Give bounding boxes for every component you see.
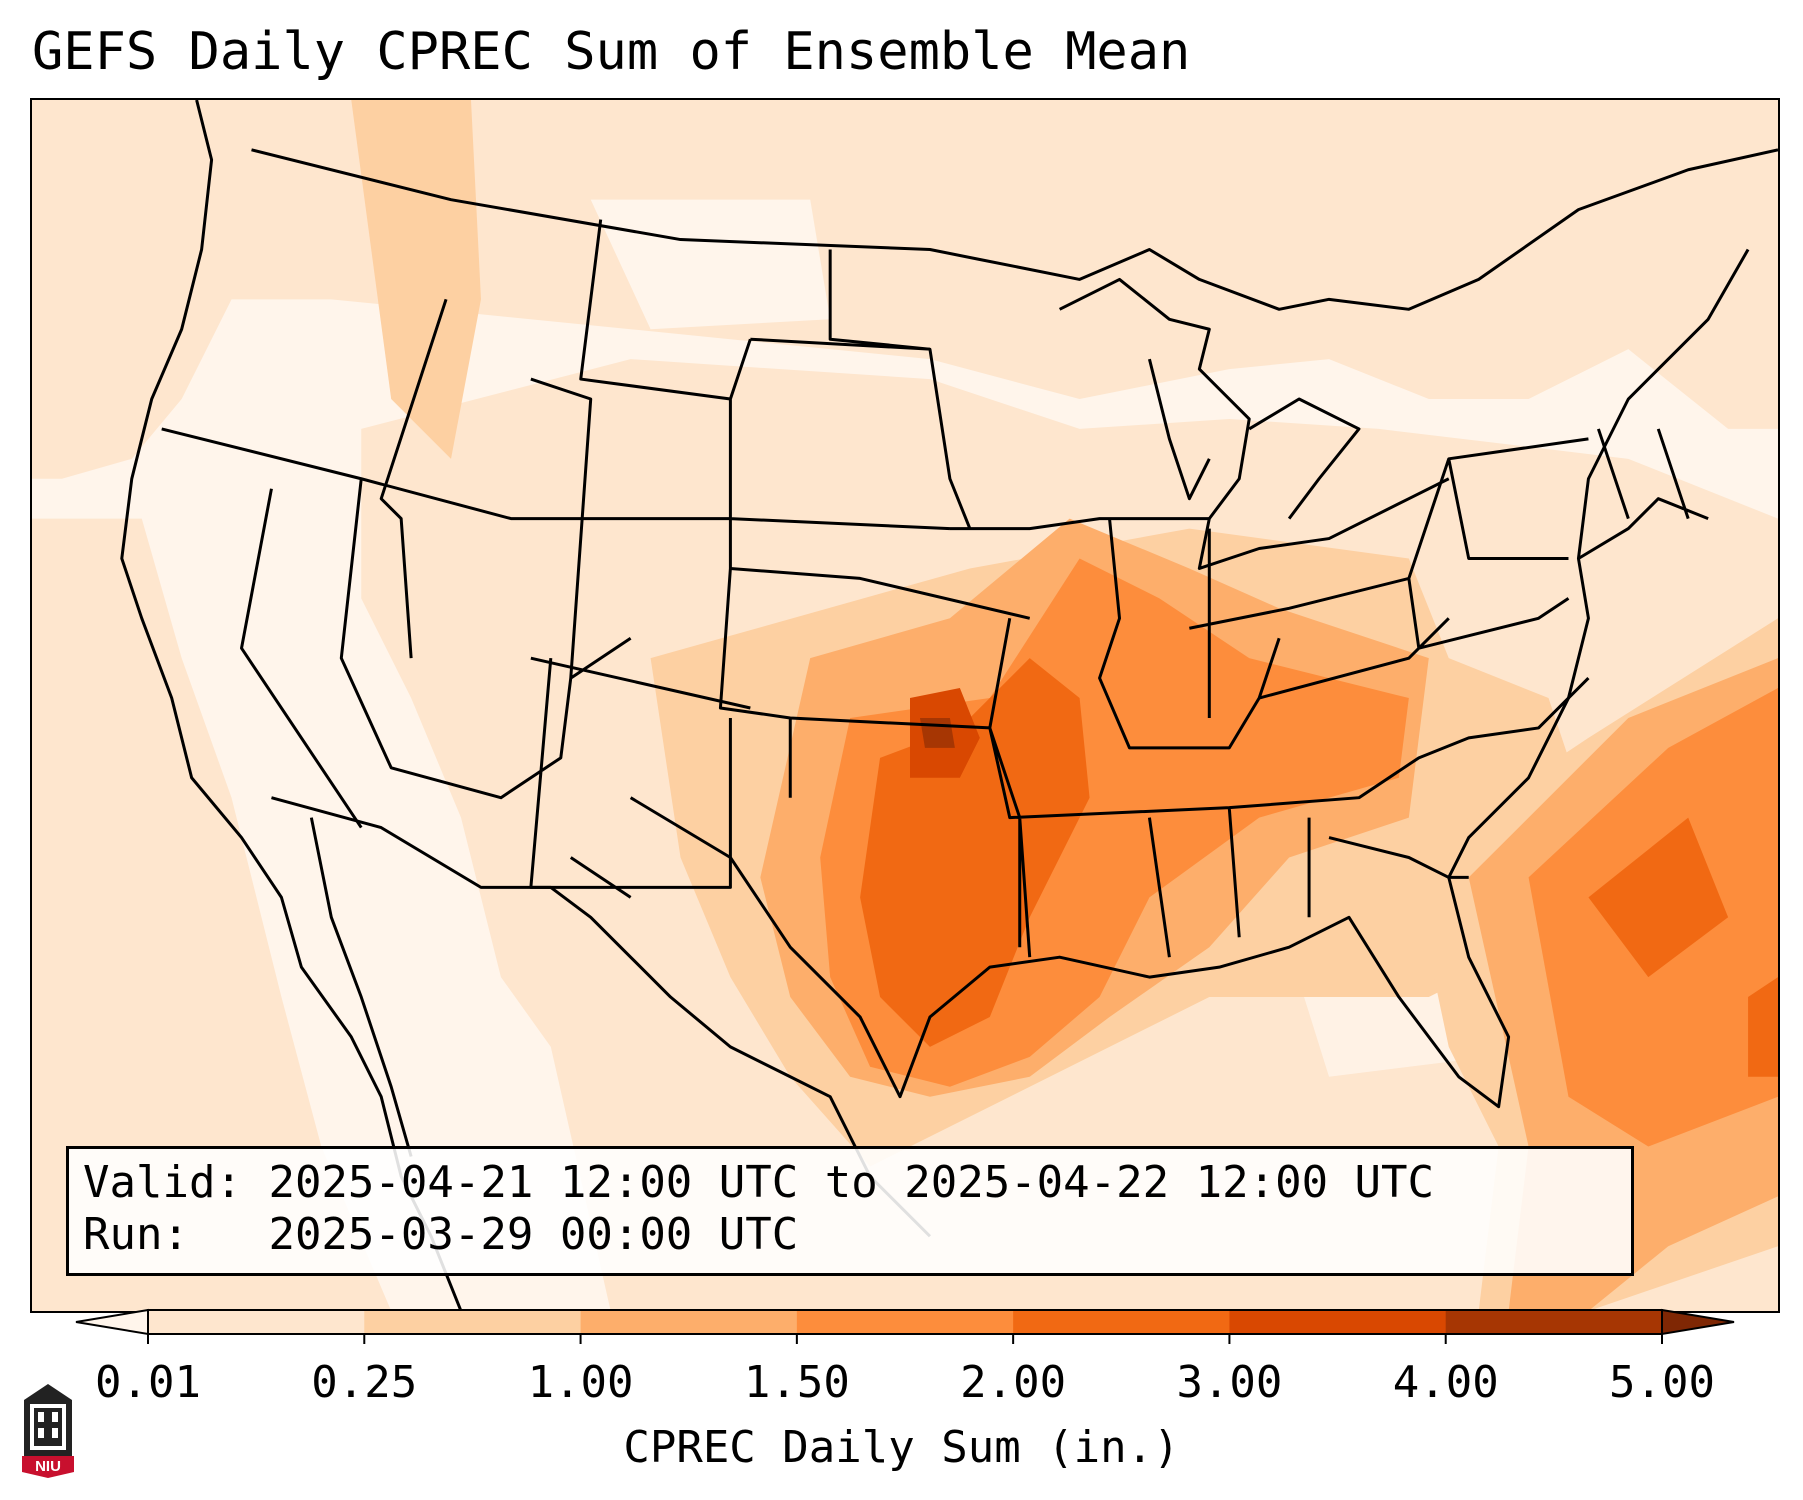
colorbar-ticks [147,1334,1663,1344]
colorbar-segment [148,1310,365,1334]
run-value: 2025-03-29 00:00 UTC [268,1209,799,1260]
west-coastline [120,100,463,1311]
colorbar-outline [147,1309,1663,1335]
state-lines [161,219,1709,958]
colorbar-tick-label: 0.01 [95,1357,201,1408]
colorbar-tick-label: 1.50 [743,1357,850,1408]
map-frame [30,98,1780,1313]
colorbar-segment [1229,1310,1447,1334]
niu-logo: NIU [22,1384,74,1478]
colorbar-tick-label: 2.00 [960,1357,1067,1408]
colorbar-tick-label: 0.25 [311,1357,418,1408]
colorbar-extend-min [75,1308,149,1336]
baja-peninsula [309,817,413,1157]
great-lakes [1058,277,1450,570]
logo-text: NIU [35,1458,61,1475]
map-title: GEFS Daily CPREC Sum of Ensemble Mean [32,22,1191,82]
colorbar-tick-label: 5.00 [1609,1357,1715,1408]
colorbar-segment [796,1310,1014,1334]
colorbar [75,1308,1735,1344]
colorbar-tick-label: 4.00 [1392,1357,1499,1408]
colorbar-label: CPREC Daily Sum (in.) [623,1422,1180,1473]
colorbar-tick-label: 1.00 [527,1357,634,1408]
canada-border [251,148,1778,311]
colorbar-segments [75,1308,1735,1336]
run-label: Run: [83,1209,189,1260]
gulf-coastline [629,248,1750,1109]
valid-time-box: Valid: 2025-04-21 12:00 UTC to 2025-04-2… [66,1146,1634,1276]
colorbar-segment [364,1310,582,1334]
mexico-border [271,796,932,1238]
colorbar-segment [580,1310,798,1334]
colorbar-extend-max [1661,1308,1735,1336]
boundaries [120,100,1778,1311]
colorbar-segment [1445,1310,1663,1334]
precip-map [32,100,1778,1311]
valid-value: 2025-04-21 12:00 UTC to 2025-04-22 12:00… [268,1157,1435,1208]
colorbar-tick-label: 3.00 [1176,1357,1283,1408]
colorbar-segment [1013,1310,1230,1334]
valid-label: Valid: [83,1157,242,1208]
